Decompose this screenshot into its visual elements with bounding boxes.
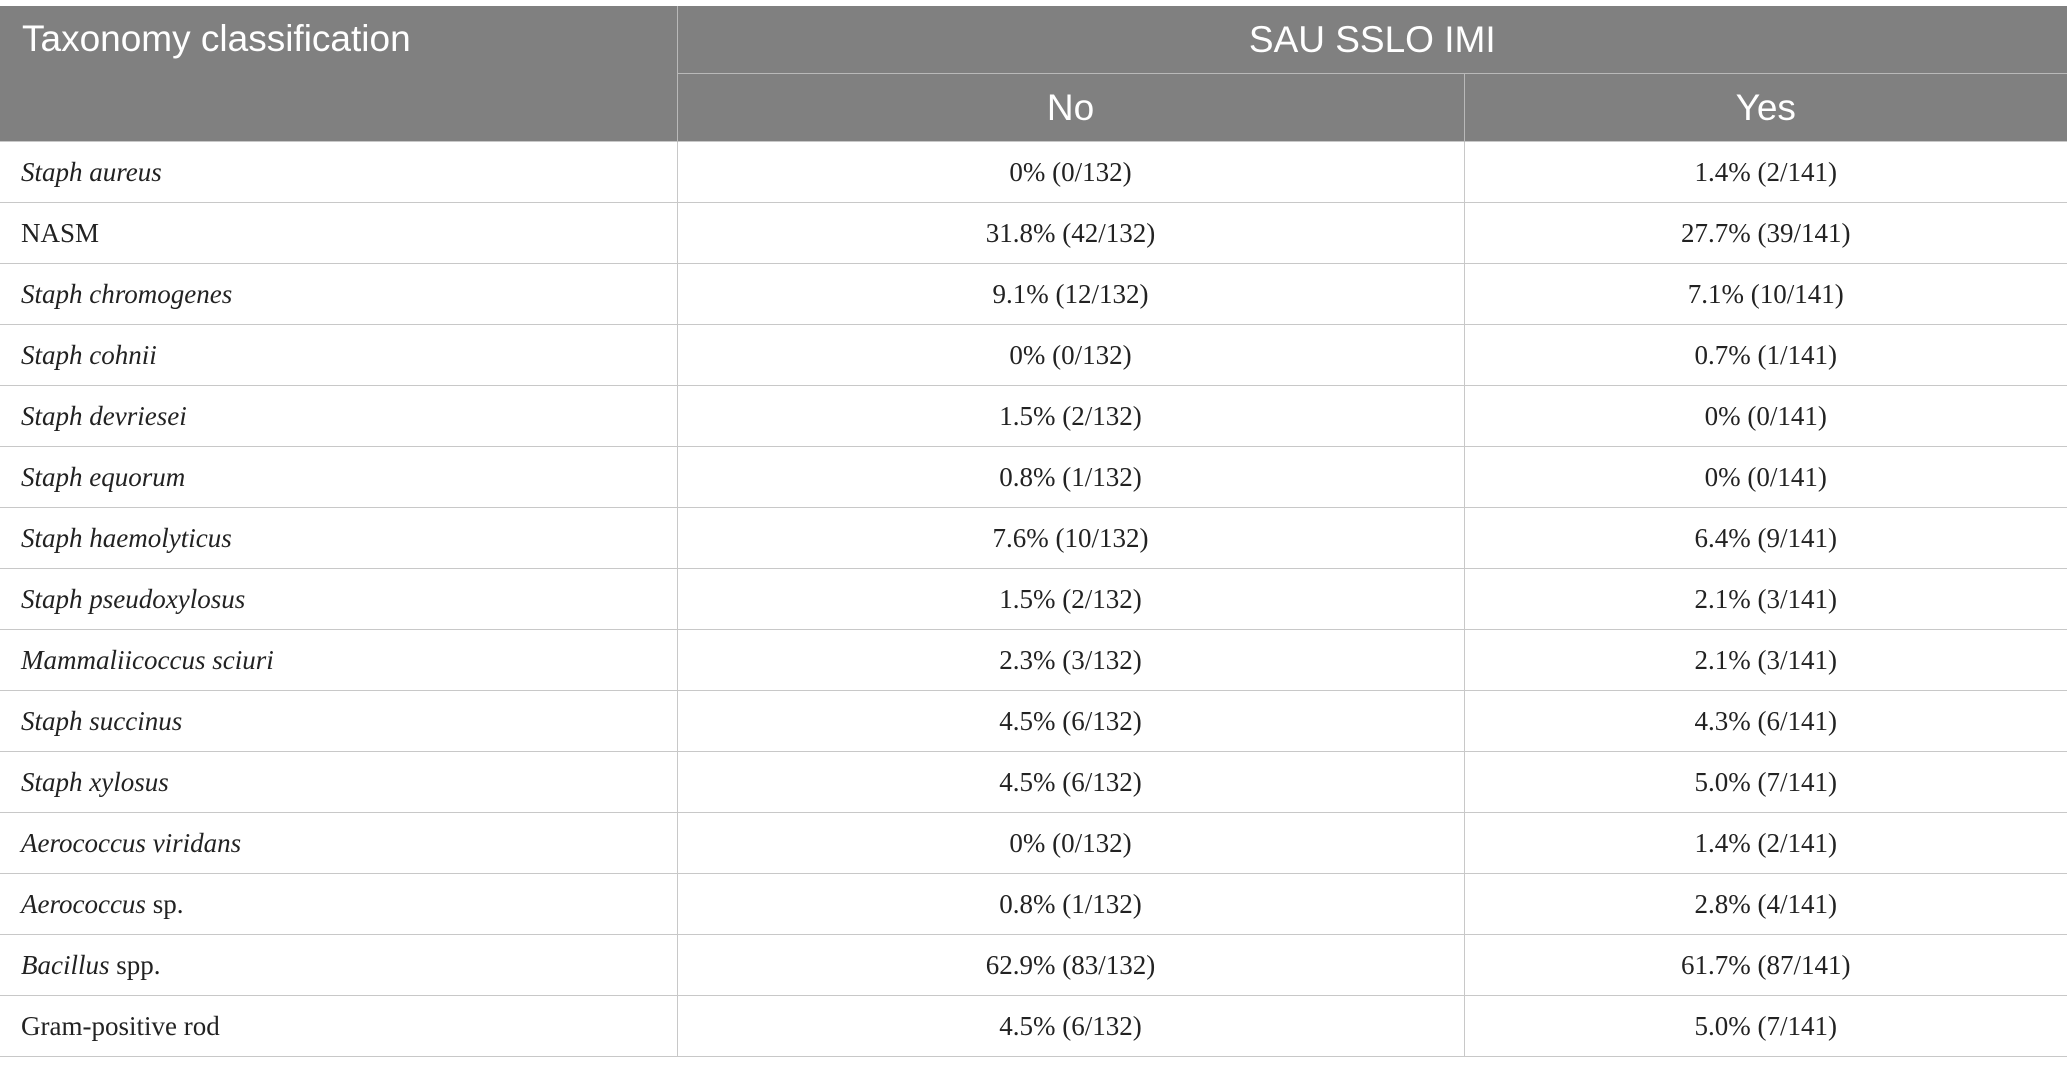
no-value-cell: 4.5% (6/132): [676, 690, 1465, 752]
taxonomy-name-suffix: sp.: [145, 888, 184, 919]
yes-value-cell: 4.3% (6/141): [1463, 690, 2067, 752]
taxonomy-name-suffix: NASM: [21, 217, 100, 248]
taxonomy-name-italic: Staph haemolyticus: [21, 522, 232, 553]
yes-value-cell: 1.4% (2/141): [1463, 812, 2067, 874]
no-value-cell: 0.8% (1/132): [676, 446, 1465, 508]
yes-value-cell: 0% (0/141): [1463, 446, 2067, 508]
no-value-cell: 0% (0/132): [676, 141, 1465, 203]
yes-value-cell: 7.1% (10/141): [1463, 263, 2067, 325]
taxonomy-name-italic: Staph chromogenes: [21, 278, 233, 309]
taxonomy-name-italic: Staph aureus: [21, 156, 162, 187]
table-row: Aerococcus viridans 0% (0/132) 1.4% (2/141…: [0, 812, 2067, 874]
table-row: Aerococcus sp. 0.8% (1/132) 2.8% (4/141): [0, 873, 2067, 935]
taxonomy-name-italic: Staph succinus: [21, 705, 183, 736]
table-row: Staph succinus 4.5% (6/132) 4.3% (6/141): [0, 690, 2067, 752]
taxonomy-cell: Gram-positive rod: [0, 995, 678, 1057]
no-value-cell: 9.1% (12/132): [676, 263, 1465, 325]
taxonomy-cell: Staph devriesei: [0, 385, 678, 447]
yes-value-cell: 2.8% (4/141): [1463, 873, 2067, 935]
yes-value-cell: 5.0% (7/141): [1463, 751, 2067, 813]
table-row: Staph pseudoxylosus 1.5% (2/132) 2.1% (3/1…: [0, 568, 2067, 630]
yes-value-cell: 5.0% (7/141): [1463, 995, 2067, 1057]
taxonomy-cell: Staph pseudoxylosus: [0, 568, 678, 630]
header-row-sub: No Yes: [0, 73, 2067, 142]
yes-column-header: Yes: [1463, 73, 2067, 142]
yes-value-cell: 1.4% (2/141): [1463, 141, 2067, 203]
no-value-cell: 4.5% (6/132): [676, 751, 1465, 813]
taxonomy-name-italic: Mammaliicoccus sciuri: [21, 644, 274, 675]
taxonomy-cell: Staph aureus: [0, 141, 678, 203]
group-column-header: SAU SSLO IMI: [676, 6, 2067, 74]
taxonomy-name-italic: Staph cohnii: [21, 339, 157, 370]
taxonomy-name-italic: Aerococcus viridans: [21, 827, 242, 858]
no-value-cell: 31.8% (42/132): [676, 202, 1465, 264]
no-value-cell: 0% (0/132): [676, 812, 1465, 874]
no-value-cell: 1.5% (2/132): [676, 385, 1465, 447]
table-row: Bacillus spp. 62.9% (83/132) 61.7% (87/141…: [0, 934, 2067, 996]
yes-value-cell: 61.7% (87/141): [1463, 934, 2067, 996]
header-row-top: Taxonomy classification SAU SSLO IMI: [0, 6, 2067, 142]
table-row: Staph aureus 0% (0/132) 1.4% (2/141): [0, 141, 2067, 203]
no-value-cell: 4.5% (6/132): [676, 995, 1465, 1057]
no-value-cell: 62.9% (83/132): [676, 934, 1465, 996]
no-value-cell: 7.6% (10/132): [676, 507, 1465, 569]
taxonomy-name-italic: Bacillus: [21, 949, 110, 980]
table-row: Staph cohnii 0% (0/132) 0.7% (1/141): [0, 324, 2067, 386]
taxonomy-name-italic: Staph pseudoxylosus: [21, 583, 246, 614]
yes-value-cell: 2.1% (3/141): [1463, 629, 2067, 691]
table-row: Staph haemolyticus 7.6% (10/132) 6.4% (9/1…: [0, 507, 2067, 569]
no-column-header: No: [676, 73, 1465, 142]
table-row: Staph equorum 0.8% (1/132) 0% (0/141): [0, 446, 2067, 508]
taxonomy-cell: Staph equorum: [0, 446, 678, 508]
table-row: Mammaliicoccus sciuri 2.3% (3/132) 2.1% (3…: [0, 629, 2067, 691]
yes-value-cell: 6.4% (9/141): [1463, 507, 2067, 569]
taxonomy-name-suffix: Gram-positive rod: [21, 1010, 220, 1041]
taxonomy-name-italic: Staph equorum: [21, 461, 186, 492]
taxonomy-cell: Aerococcus viridans: [0, 812, 678, 874]
table-row: Gram-positive rod 4.5% (6/132) 5.0% (7/141…: [0, 995, 2067, 1057]
taxonomy-name-italic: Staph devriesei: [21, 400, 187, 431]
taxonomy-cell: Staph succinus: [0, 690, 678, 752]
taxonomy-cell: Bacillus spp.: [0, 934, 678, 996]
table-row: Staph devriesei 1.5% (2/132) 0% (0/141): [0, 385, 2067, 447]
taxonomy-cell: Staph chromogenes: [0, 263, 678, 325]
table-row: Staph xylosus 4.5% (6/132) 5.0% (7/141): [0, 751, 2067, 813]
no-value-cell: 0% (0/132): [676, 324, 1465, 386]
table-body: Staph aureus 0% (0/132) 1.4% (2/141) NASM 31…: [0, 141, 2067, 1057]
yes-value-cell: 0.7% (1/141): [1463, 324, 2067, 386]
taxonomy-column-header: Taxonomy classification: [0, 6, 678, 142]
taxonomy-name-italic: Staph xylosus: [21, 766, 169, 797]
taxonomy-cell: Aerococcus sp.: [0, 873, 678, 935]
taxonomy-cell: Mammaliicoccus sciuri: [0, 629, 678, 691]
taxonomy-name-suffix: spp.: [109, 949, 161, 980]
table-row: Staph chromogenes 9.1% (12/132) 7.1% (10/1…: [0, 263, 2067, 325]
no-value-cell: 0.8% (1/132): [676, 873, 1465, 935]
table-header: Taxonomy classification SAU SSLO IMI No …: [0, 6, 2067, 142]
no-value-cell: 1.5% (2/132): [676, 568, 1465, 630]
taxonomy-table: Taxonomy classification SAU SSLO IMI No …: [0, 6, 2067, 1057]
taxonomy-cell: Staph haemolyticus: [0, 507, 678, 569]
taxonomy-cell: NASM: [0, 202, 678, 264]
yes-value-cell: 0% (0/141): [1463, 385, 2067, 447]
yes-value-cell: 2.1% (3/141): [1463, 568, 2067, 630]
taxonomy-name-italic: Aerococcus: [21, 888, 146, 919]
no-value-cell: 2.3% (3/132): [676, 629, 1465, 691]
yes-value-cell: 27.7% (39/141): [1463, 202, 2067, 264]
taxonomy-cell: Staph cohnii: [0, 324, 678, 386]
table-row: NASM 31.8% (42/132) 27.7% (39/141): [0, 202, 2067, 264]
taxonomy-cell: Staph xylosus: [0, 751, 678, 813]
taxonomy-table-container: Taxonomy classification SAU SSLO IMI No …: [0, 6, 2067, 1057]
